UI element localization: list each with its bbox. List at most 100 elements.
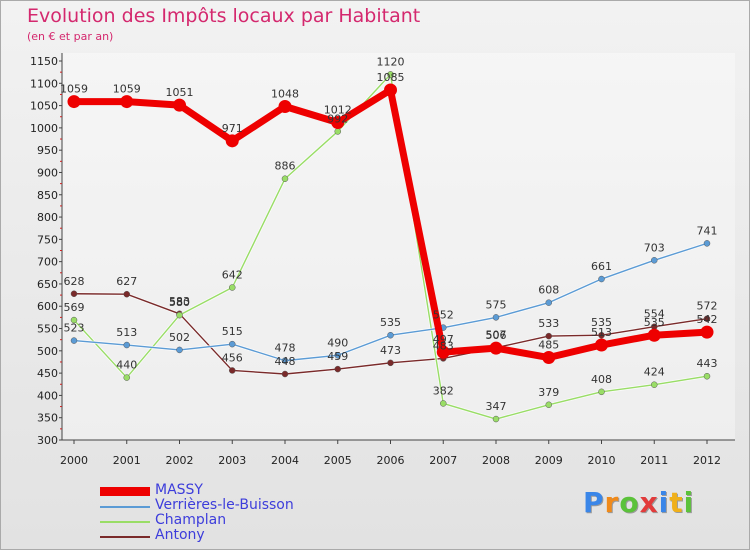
data-label: 502 [169,331,190,344]
legend-swatch [100,506,150,508]
data-label: 1059 [60,83,88,96]
data-point [70,337,78,344]
data-label: 382 [433,384,454,397]
data-label: 513 [591,326,612,339]
data-label: 408 [591,373,612,386]
series-massy [67,83,714,365]
series-verri-res-le-buisson [70,240,711,364]
y-tick-label: 550 [37,323,58,336]
data-point [542,351,556,365]
data-point [545,332,552,340]
data-label: 1048 [271,87,299,100]
data-point [281,370,289,378]
data-label: 535 [591,316,612,329]
data-label: 661 [591,260,612,273]
data-point [545,299,552,306]
data-label: 703 [644,241,665,254]
data-label: 552 [433,309,454,322]
y-tick-label: 1050 [30,100,58,113]
data-label: 1059 [113,83,141,96]
y-tick-label: 800 [37,211,58,224]
logo-letter: o [619,486,640,519]
legend-label: Verrières-le-Buisson [155,497,294,513]
x-tick-label: 2002 [166,454,194,467]
data-point [598,275,605,283]
data-label: 483 [433,339,454,352]
x-tick-label: 2005 [324,454,352,467]
series-champlan [70,71,711,423]
data-point [173,98,186,112]
data-label: 443 [697,357,718,370]
data-point [700,325,714,339]
data-point [123,341,130,349]
data-point [229,284,236,291]
x-tick-label: 2004 [271,454,299,467]
data-point [387,359,394,367]
data-point [492,314,500,321]
x-tick-label: 2010 [588,454,616,467]
data-point [67,95,81,109]
logo-letter: x [639,486,659,519]
data-point [334,352,341,359]
data-point [278,99,292,113]
y-tick-label: 500 [37,345,58,358]
data-label: 608 [538,284,559,297]
y-tick-label: 700 [37,256,58,269]
x-tick-label: 2000 [60,454,88,467]
data-label: 347 [486,400,507,413]
data-point [703,372,711,380]
legend-label: Champlan [155,512,227,528]
data-label: 572 [697,300,718,313]
y-tick-label: 300 [37,434,58,447]
data-point [225,134,239,148]
data-point [440,400,447,407]
data-label: 575 [486,298,507,311]
y-tick-label: 950 [37,144,58,157]
y-tick-label: 400 [37,389,58,402]
x-tick-label: 2007 [429,454,457,467]
data-label: 1051 [166,86,194,99]
data-point [176,311,183,319]
x-tick-label: 2001 [113,454,141,467]
data-point [229,340,236,348]
data-label: 448 [275,355,296,368]
data-label: 485 [538,339,559,352]
data-point [436,345,450,359]
data-label: 554 [644,308,665,321]
data-label: 1120 [377,55,405,68]
data-point [384,83,397,97]
data-point [334,128,341,135]
data-label: 424 [644,366,665,379]
data-label: 569 [64,301,85,314]
data-label: 583 [169,295,190,308]
y-tick-label: 1000 [30,122,58,135]
data-label: 628 [64,275,85,288]
data-point [598,388,605,396]
legend-swatch [100,521,150,523]
data-label: 542 [697,313,718,326]
y-tick-label: 350 [37,412,58,425]
plot-area [62,53,735,440]
legend-label: Antony [155,527,205,543]
data-point [120,95,134,109]
data-label: 627 [116,275,137,288]
x-tick-label: 2003 [218,454,246,467]
data-point [176,346,183,354]
data-point [647,328,661,342]
y-tick-label: 650 [37,278,58,291]
legend-swatch [100,536,150,538]
chart-title: Evolution des Impôts locaux par Habitant [27,5,421,27]
data-label: 506 [486,329,507,342]
data-label: 478 [275,342,296,355]
data-point [598,331,605,339]
data-point [489,341,503,355]
data-point [545,401,552,409]
data-point [229,367,236,374]
data-label: 886 [275,160,296,173]
y-tick-label: 900 [37,166,58,179]
data-point [281,175,289,182]
data-point [595,338,608,352]
data-label: 741 [697,224,718,237]
data-label: 535 [380,316,401,329]
